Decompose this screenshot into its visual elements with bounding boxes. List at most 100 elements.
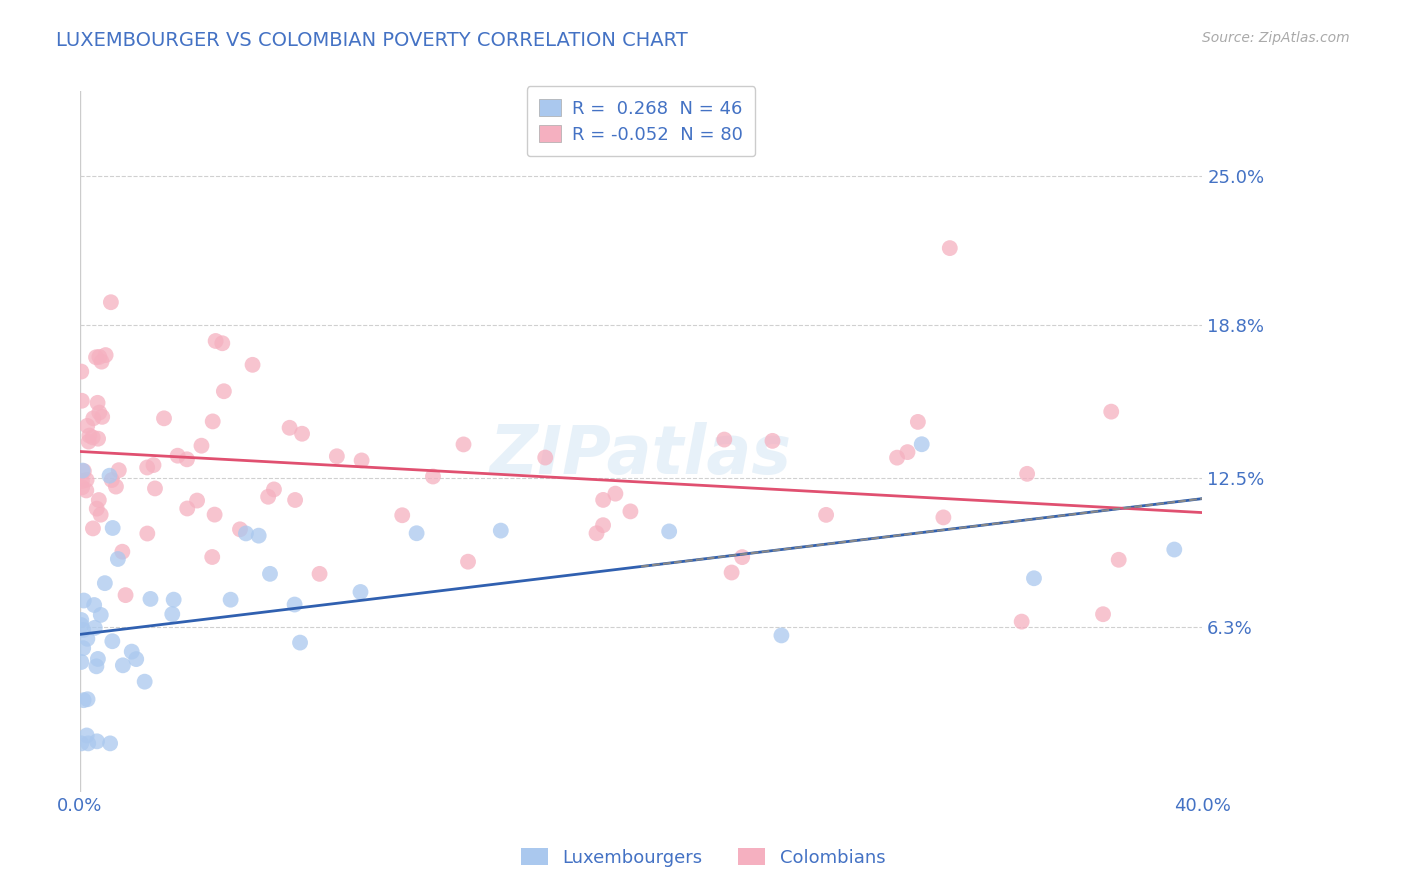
Point: [761, 434, 783, 448]
Point: [1163, 542, 1185, 557]
Point: [176, 501, 198, 516]
Point: [73, 464, 96, 478]
Point: [907, 415, 929, 429]
Point: [326, 450, 349, 464]
Point: [87, 493, 110, 508]
Point: [605, 486, 627, 500]
Point: [288, 635, 311, 649]
Point: [121, 645, 143, 659]
Point: [87, 652, 110, 666]
Point: [134, 674, 156, 689]
Point: [82, 521, 104, 535]
Point: [70, 393, 93, 408]
Point: [176, 452, 198, 467]
Point: [391, 508, 413, 523]
Point: [72, 623, 94, 637]
Point: [89, 350, 111, 364]
Point: [1108, 553, 1130, 567]
Point: [713, 433, 735, 447]
Point: [911, 437, 934, 451]
Point: [619, 504, 641, 518]
Point: [98, 468, 121, 483]
Point: [125, 652, 148, 666]
Point: [70, 618, 93, 632]
Point: [70, 613, 93, 627]
Point: [291, 426, 314, 441]
Point: [405, 526, 427, 541]
Point: [163, 592, 186, 607]
Point: [731, 550, 754, 565]
Point: [104, 480, 127, 494]
Point: [76, 692, 98, 706]
Point: [349, 585, 371, 599]
Point: [98, 736, 121, 750]
Text: ZIPatlas: ZIPatlas: [491, 423, 792, 489]
Point: [72, 693, 94, 707]
Text: LUXEMBOURGER VS COLOMBIAN POVERTY CORRELATION CHART: LUXEMBOURGER VS COLOMBIAN POVERTY CORREL…: [56, 31, 688, 50]
Point: [75, 483, 97, 498]
Point: [76, 418, 98, 433]
Point: [162, 607, 184, 621]
Point: [658, 524, 681, 539]
Point: [190, 439, 212, 453]
Point: [76, 729, 98, 743]
Point: [136, 526, 159, 541]
Point: [1011, 615, 1033, 629]
Point: [94, 576, 117, 591]
Point: [79, 428, 101, 442]
Point: [212, 384, 235, 399]
Point: [91, 409, 114, 424]
Point: [896, 445, 918, 459]
Point: [350, 453, 373, 467]
Point: [86, 396, 108, 410]
Point: [259, 566, 281, 581]
Point: [100, 295, 122, 310]
Point: [136, 460, 159, 475]
Point: [1022, 571, 1045, 585]
Point: [114, 588, 136, 602]
Point: [142, 458, 165, 472]
Point: [90, 607, 112, 622]
Point: [939, 241, 962, 255]
Point: [86, 659, 108, 673]
Point: [90, 354, 112, 368]
Point: [111, 545, 134, 559]
Point: [100, 473, 122, 487]
Point: [1099, 404, 1122, 418]
Legend: Luxembourgers, Colombians: Luxembourgers, Colombians: [513, 841, 893, 874]
Point: [257, 490, 280, 504]
Point: [143, 482, 166, 496]
Point: [284, 598, 307, 612]
Point: [73, 593, 96, 607]
Point: [70, 655, 93, 669]
Point: [70, 365, 93, 379]
Point: [139, 591, 162, 606]
Point: [534, 450, 557, 465]
Point: [76, 632, 98, 646]
Point: [235, 526, 257, 541]
Point: [111, 658, 134, 673]
Point: [489, 524, 512, 538]
Point: [83, 621, 105, 635]
Point: [70, 480, 93, 494]
Point: [186, 493, 208, 508]
Point: [229, 522, 252, 536]
Point: [72, 641, 94, 656]
Point: [457, 555, 479, 569]
Point: [585, 526, 607, 541]
Point: [107, 552, 129, 566]
Point: [70, 474, 93, 488]
Point: [153, 411, 176, 425]
Point: [422, 469, 444, 483]
Point: [219, 592, 242, 607]
Point: [211, 336, 233, 351]
Point: [77, 434, 100, 449]
Point: [263, 483, 285, 497]
Point: [82, 411, 104, 425]
Point: [278, 421, 301, 435]
Point: [89, 406, 111, 420]
Point: [166, 449, 188, 463]
Point: [204, 508, 226, 522]
Point: [1092, 607, 1115, 622]
Point: [886, 450, 908, 465]
